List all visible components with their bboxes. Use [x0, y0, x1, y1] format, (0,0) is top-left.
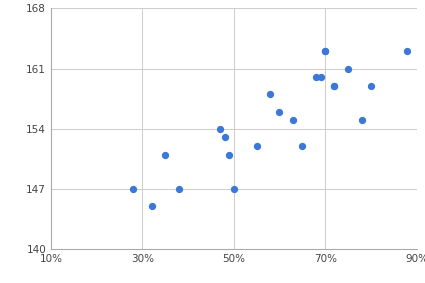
Point	[358, 118, 365, 123]
Point	[404, 49, 411, 54]
Point	[299, 144, 306, 148]
Point	[217, 127, 224, 131]
Point	[230, 187, 237, 191]
Point	[322, 49, 329, 54]
Point	[276, 109, 283, 114]
Point	[253, 144, 260, 148]
Point	[130, 187, 137, 191]
Point	[317, 75, 324, 80]
Point	[226, 152, 232, 157]
Point	[148, 204, 155, 208]
Point	[176, 187, 182, 191]
Point	[221, 135, 228, 140]
Point	[290, 118, 297, 123]
Point	[162, 152, 169, 157]
Point	[331, 83, 337, 88]
Point	[367, 83, 374, 88]
Point	[331, 83, 337, 88]
Point	[322, 49, 329, 54]
Point	[267, 92, 274, 97]
Point	[345, 67, 351, 71]
Point	[312, 75, 320, 80]
